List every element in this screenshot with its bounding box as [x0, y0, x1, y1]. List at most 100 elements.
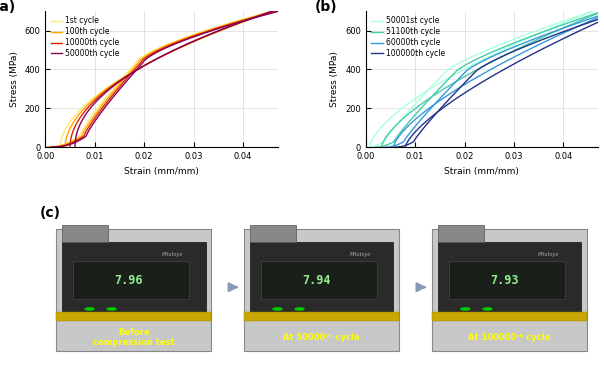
1st cycle [132, 62, 139, 66]
Text: Mitutoyo: Mitutoyo [162, 252, 183, 257]
Text: (c): (c) [40, 206, 61, 220]
100th cycle [118, 80, 125, 84]
100th cycle [271, 9, 278, 13]
Bar [250, 225, 296, 242]
1st cycle [269, 9, 276, 13]
Text: Mitutoyo: Mitutoyo [350, 252, 371, 257]
100th cycle [208, 27, 215, 32]
Line: 100000th cycle: 100000th cycle [396, 11, 604, 147]
100th cycle [187, 34, 194, 39]
50000th cycle [76, 138, 83, 142]
10000th cycle [210, 27, 217, 32]
10000th cycle [74, 138, 81, 142]
Bar [250, 242, 393, 317]
Bar [56, 312, 211, 321]
60000th cycle [456, 76, 463, 80]
Circle shape [295, 308, 304, 310]
10000th cycle [120, 80, 127, 84]
100th cycle [134, 62, 141, 66]
Circle shape [107, 308, 116, 310]
51100th cycle [372, 145, 379, 149]
Text: Mitutoyo: Mitutoyo [538, 252, 559, 257]
Text: 7.96: 7.96 [114, 274, 143, 287]
100000th cycle [419, 127, 426, 131]
Line: 60000th cycle: 60000th cycle [385, 11, 604, 147]
50001st cycle [436, 76, 443, 80]
60000th cycle [472, 63, 479, 67]
50001st cycle [527, 31, 535, 35]
Text: At 50000ᵗʰ cycle: At 50000ᵗʰ cycle [283, 333, 360, 342]
50001st cycle [362, 145, 370, 149]
51100th cycle [399, 127, 406, 131]
1st cycle [116, 80, 123, 84]
50000th cycle [191, 34, 199, 39]
50001st cycle [526, 31, 533, 35]
Bar [449, 261, 565, 299]
Bar [62, 225, 108, 242]
100000th cycle [466, 76, 473, 80]
50000th cycle [214, 27, 221, 31]
Circle shape [461, 308, 470, 310]
50001st cycle [505, 39, 512, 44]
Text: Before
compression test: Before compression test [93, 328, 175, 347]
10000th cycle [136, 62, 143, 66]
Line: 50001st cycle: 50001st cycle [366, 11, 593, 147]
100000th cycle [557, 31, 564, 35]
Text: At 100000ᵗʰ cycle: At 100000ᵗʰ cycle [468, 333, 551, 342]
10000th cycle [46, 145, 53, 149]
Circle shape [483, 308, 492, 310]
10000th cycle [274, 9, 281, 13]
50001st cycle [590, 9, 597, 13]
100th cycle [209, 27, 216, 31]
100000th cycle [392, 145, 399, 149]
60000th cycle [547, 31, 554, 35]
50000th cycle [213, 27, 220, 32]
Bar [261, 261, 377, 299]
51100th cycle [515, 39, 522, 44]
Y-axis label: Stress (MPa): Stress (MPa) [330, 51, 339, 107]
Bar [438, 242, 582, 317]
X-axis label: Strain (mm/mm): Strain (mm/mm) [445, 166, 519, 176]
Text: 7.93: 7.93 [490, 274, 518, 287]
1st cycle [69, 138, 76, 142]
60000th cycle [525, 39, 532, 44]
60000th cycle [410, 127, 417, 131]
Bar [62, 242, 205, 317]
50000th cycle [138, 62, 146, 66]
Bar [438, 225, 484, 242]
10000th cycle [211, 27, 219, 31]
X-axis label: Strain (mm/mm): Strain (mm/mm) [124, 166, 199, 176]
FancyBboxPatch shape [432, 229, 587, 351]
Legend: 50001st cycle, 51100th cycle, 60000th cycle, 100000th cycle: 50001st cycle, 51100th cycle, 60000th cy… [370, 15, 446, 60]
FancyBboxPatch shape [244, 229, 399, 351]
Circle shape [273, 308, 282, 310]
Circle shape [85, 308, 94, 310]
50001st cycle [390, 127, 397, 131]
100th cycle [44, 145, 51, 149]
Y-axis label: Stress (MPa): Stress (MPa) [10, 51, 19, 107]
Line: 50000th cycle: 50000th cycle [52, 11, 279, 147]
50000th cycle [123, 80, 130, 84]
Legend: 1st cycle, 100th cycle, 10000th cycle, 50000th cycle: 1st cycle, 100th cycle, 10000th cycle, 5… [49, 15, 121, 60]
60000th cycle [382, 145, 389, 149]
50000th cycle [48, 145, 56, 149]
Text: (a): (a) [0, 0, 16, 14]
Bar [432, 312, 587, 321]
10000th cycle [189, 34, 196, 39]
1st cycle [42, 145, 49, 149]
51100th cycle [537, 31, 544, 35]
Text: 7.94: 7.94 [302, 274, 330, 287]
100000th cycle [482, 63, 489, 67]
50000th cycle [275, 9, 283, 13]
Text: (b): (b) [315, 0, 337, 14]
51100th cycle [599, 9, 604, 13]
51100th cycle [446, 76, 454, 80]
Line: 100th cycle: 100th cycle [48, 11, 275, 147]
100000th cycle [535, 39, 542, 44]
1st cycle [207, 27, 214, 31]
51100th cycle [462, 63, 469, 67]
Line: 1st cycle: 1st cycle [45, 11, 272, 147]
100th cycle [71, 138, 79, 142]
Bar [73, 261, 189, 299]
100000th cycle [556, 31, 563, 35]
